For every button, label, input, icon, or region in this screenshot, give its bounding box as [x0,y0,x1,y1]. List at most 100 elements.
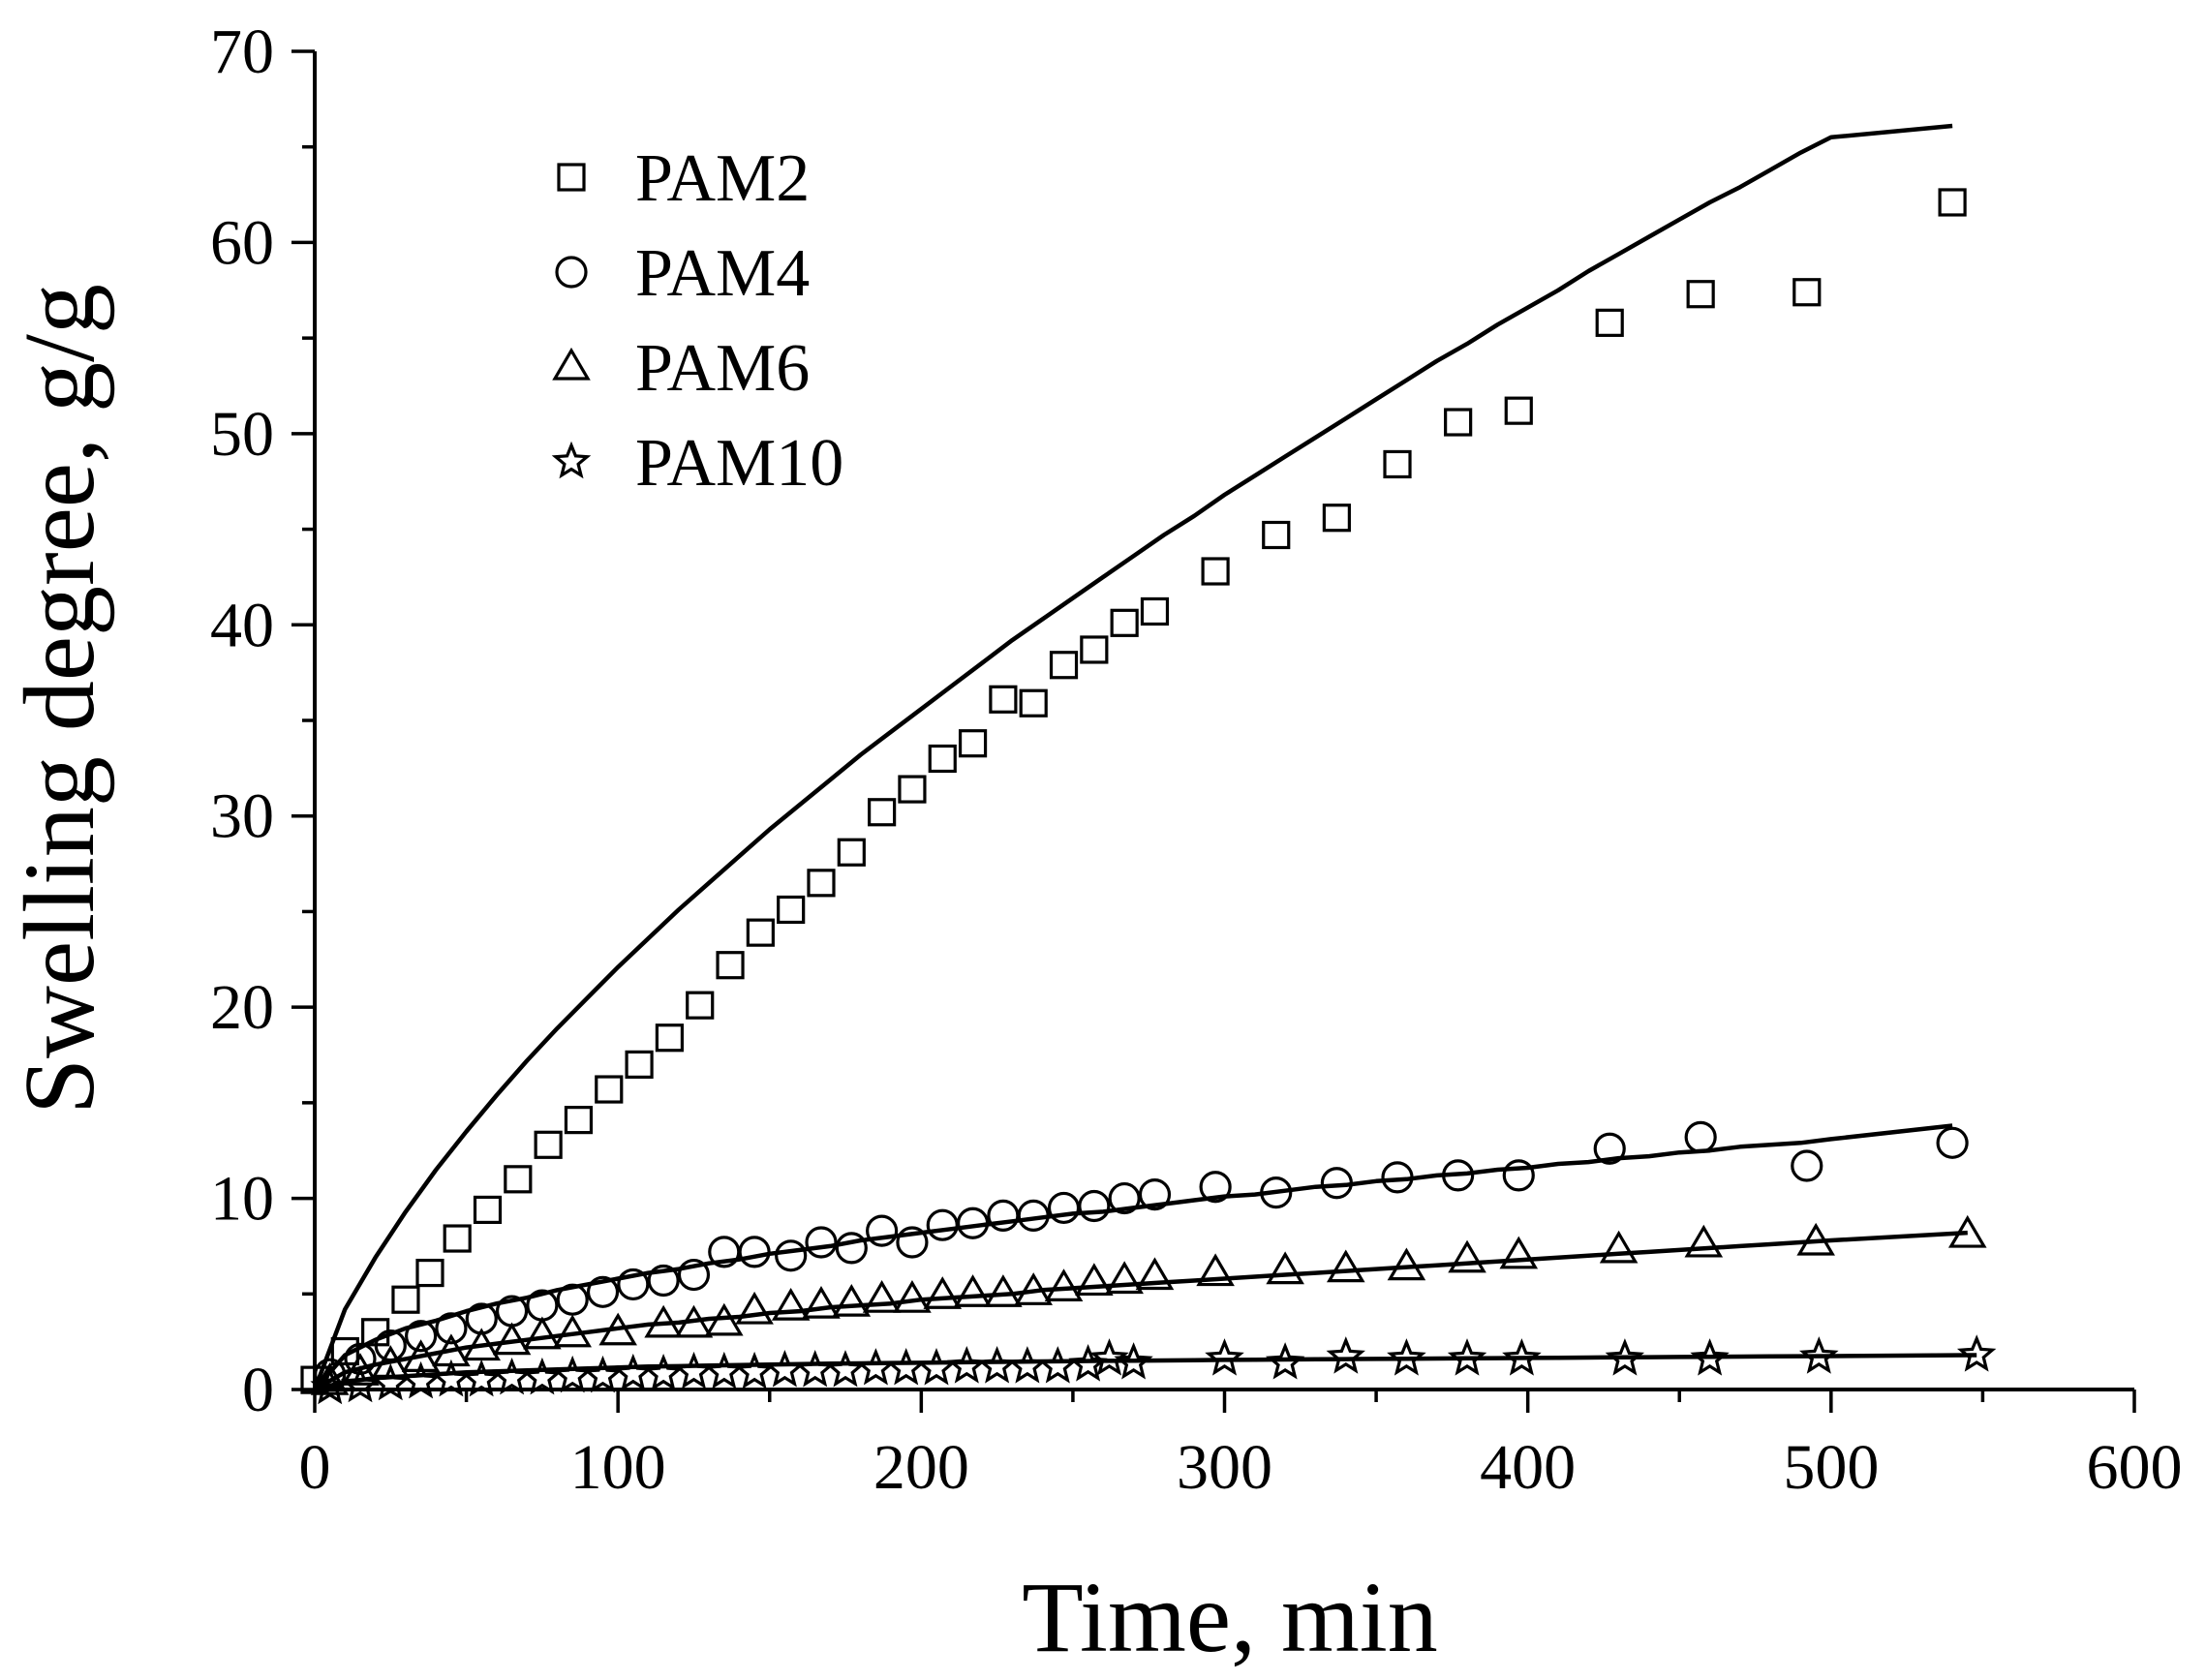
x-tick-label: 600 [2087,1432,2183,1503]
point-pam6 [1599,1230,1639,1264]
point-pam10 [1956,1334,1997,1372]
point-pam2 [534,1130,563,1159]
point-pam6 [523,1316,562,1350]
legend-marker-pam4 [555,256,588,289]
point-pam4 [738,1236,771,1268]
point-pam2 [1595,308,1624,337]
point-pam10 [1089,1338,1129,1376]
point-pam2 [898,775,927,804]
point-pam6 [598,1312,637,1346]
point-pam10 [795,1350,835,1388]
point-pam10 [704,1351,744,1390]
legend-label-pam10: PAM10 [635,426,843,501]
point-pam2 [746,918,775,947]
point-pam6 [923,1276,963,1309]
point-pam2 [1322,504,1351,533]
x-tick-label: 0 [299,1432,331,1503]
point-pam10 [1387,1338,1426,1376]
point-pam10 [765,1350,805,1388]
point-pam10 [431,1359,472,1397]
point-pam4 [987,1199,1020,1232]
point-pam4 [775,1239,808,1272]
point-pam4 [1936,1126,1969,1159]
point-pam4 [647,1264,680,1298]
point-pam10 [1007,1346,1048,1384]
point-pam10 [886,1348,926,1386]
point-pam2 [958,729,988,758]
point-pam2 [1262,520,1291,550]
point-pam10 [825,1350,866,1388]
point-pam10 [522,1357,563,1395]
point-pam2 [989,685,1018,714]
point-pam4 [374,1329,407,1362]
legend-label-pam6: PAM6 [635,331,810,406]
point-pam2 [1938,188,1967,217]
point-pam2 [1019,688,1048,718]
point-pam4 [1047,1191,1081,1225]
point-pam10 [1447,1338,1487,1376]
point-pam10 [674,1351,714,1390]
point-pam4 [1502,1159,1535,1192]
point-pam6 [1135,1257,1175,1291]
point-pam4 [1138,1178,1172,1211]
point-pam4 [405,1320,438,1353]
point-pam2 [716,951,745,980]
point-pam6 [1075,1263,1114,1297]
point-pam10 [1502,1338,1542,1376]
point-pam4 [435,1312,468,1345]
y-tick-label: 20 [210,972,274,1043]
point-pam2 [1792,278,1822,307]
point-pam2 [1504,396,1533,425]
point-pam6 [1499,1236,1539,1269]
point-pam6 [771,1287,811,1321]
point-pam2 [1686,280,1715,309]
point-pam10 [1326,1336,1365,1374]
legend: PAM2 PAM4 PAM6 PAM10 [551,141,843,501]
point-pam10 [977,1346,1017,1384]
data-markers [300,188,1997,1405]
point-pam4 [1791,1149,1823,1182]
point-pam4 [314,1358,347,1390]
point-pam10 [1799,1336,1839,1374]
point-pam10 [462,1359,502,1397]
point-pam2 [837,838,866,867]
y-tick-label: 60 [210,207,274,278]
point-pam10 [310,1366,350,1405]
point-pam6 [1196,1253,1235,1287]
point-pam4 [1260,1176,1293,1209]
point-pam10 [613,1353,654,1391]
point-pam4 [835,1232,868,1265]
point-pam6 [371,1345,411,1378]
point-pam6 [553,1314,592,1348]
fit-line-pam4 [313,1123,1953,1391]
point-pam10 [552,1355,593,1393]
point-pam6 [1387,1247,1426,1281]
point-pam2 [1080,635,1109,664]
point-pam2 [686,991,715,1020]
point-pam6 [1947,1214,1987,1248]
fit-line-pam6 [313,1230,1968,1391]
point-pam4 [556,1283,589,1316]
x-tick-label: 200 [873,1432,969,1503]
point-pam2 [564,1106,594,1135]
point-pam2 [473,1195,503,1225]
point-pam6 [735,1291,774,1325]
point-pam2 [928,744,957,774]
point-pam10 [643,1353,684,1391]
point-pam6 [1796,1222,1835,1256]
point-pam4 [896,1226,929,1259]
point-pam6 [704,1302,744,1336]
point-pam10 [1605,1338,1645,1376]
point-pam4 [956,1207,990,1239]
point-pam2 [415,1258,444,1288]
point-pam2 [1110,608,1139,637]
point-pam4 [1684,1120,1717,1153]
y-tick-label: 0 [242,1355,274,1425]
point-pam4 [1381,1161,1414,1194]
point-pam10 [401,1360,441,1399]
point-pam6 [674,1304,714,1338]
point-pam10 [947,1346,987,1384]
point-pam4 [617,1268,650,1301]
fit-line-pam10 [314,1353,1977,1392]
